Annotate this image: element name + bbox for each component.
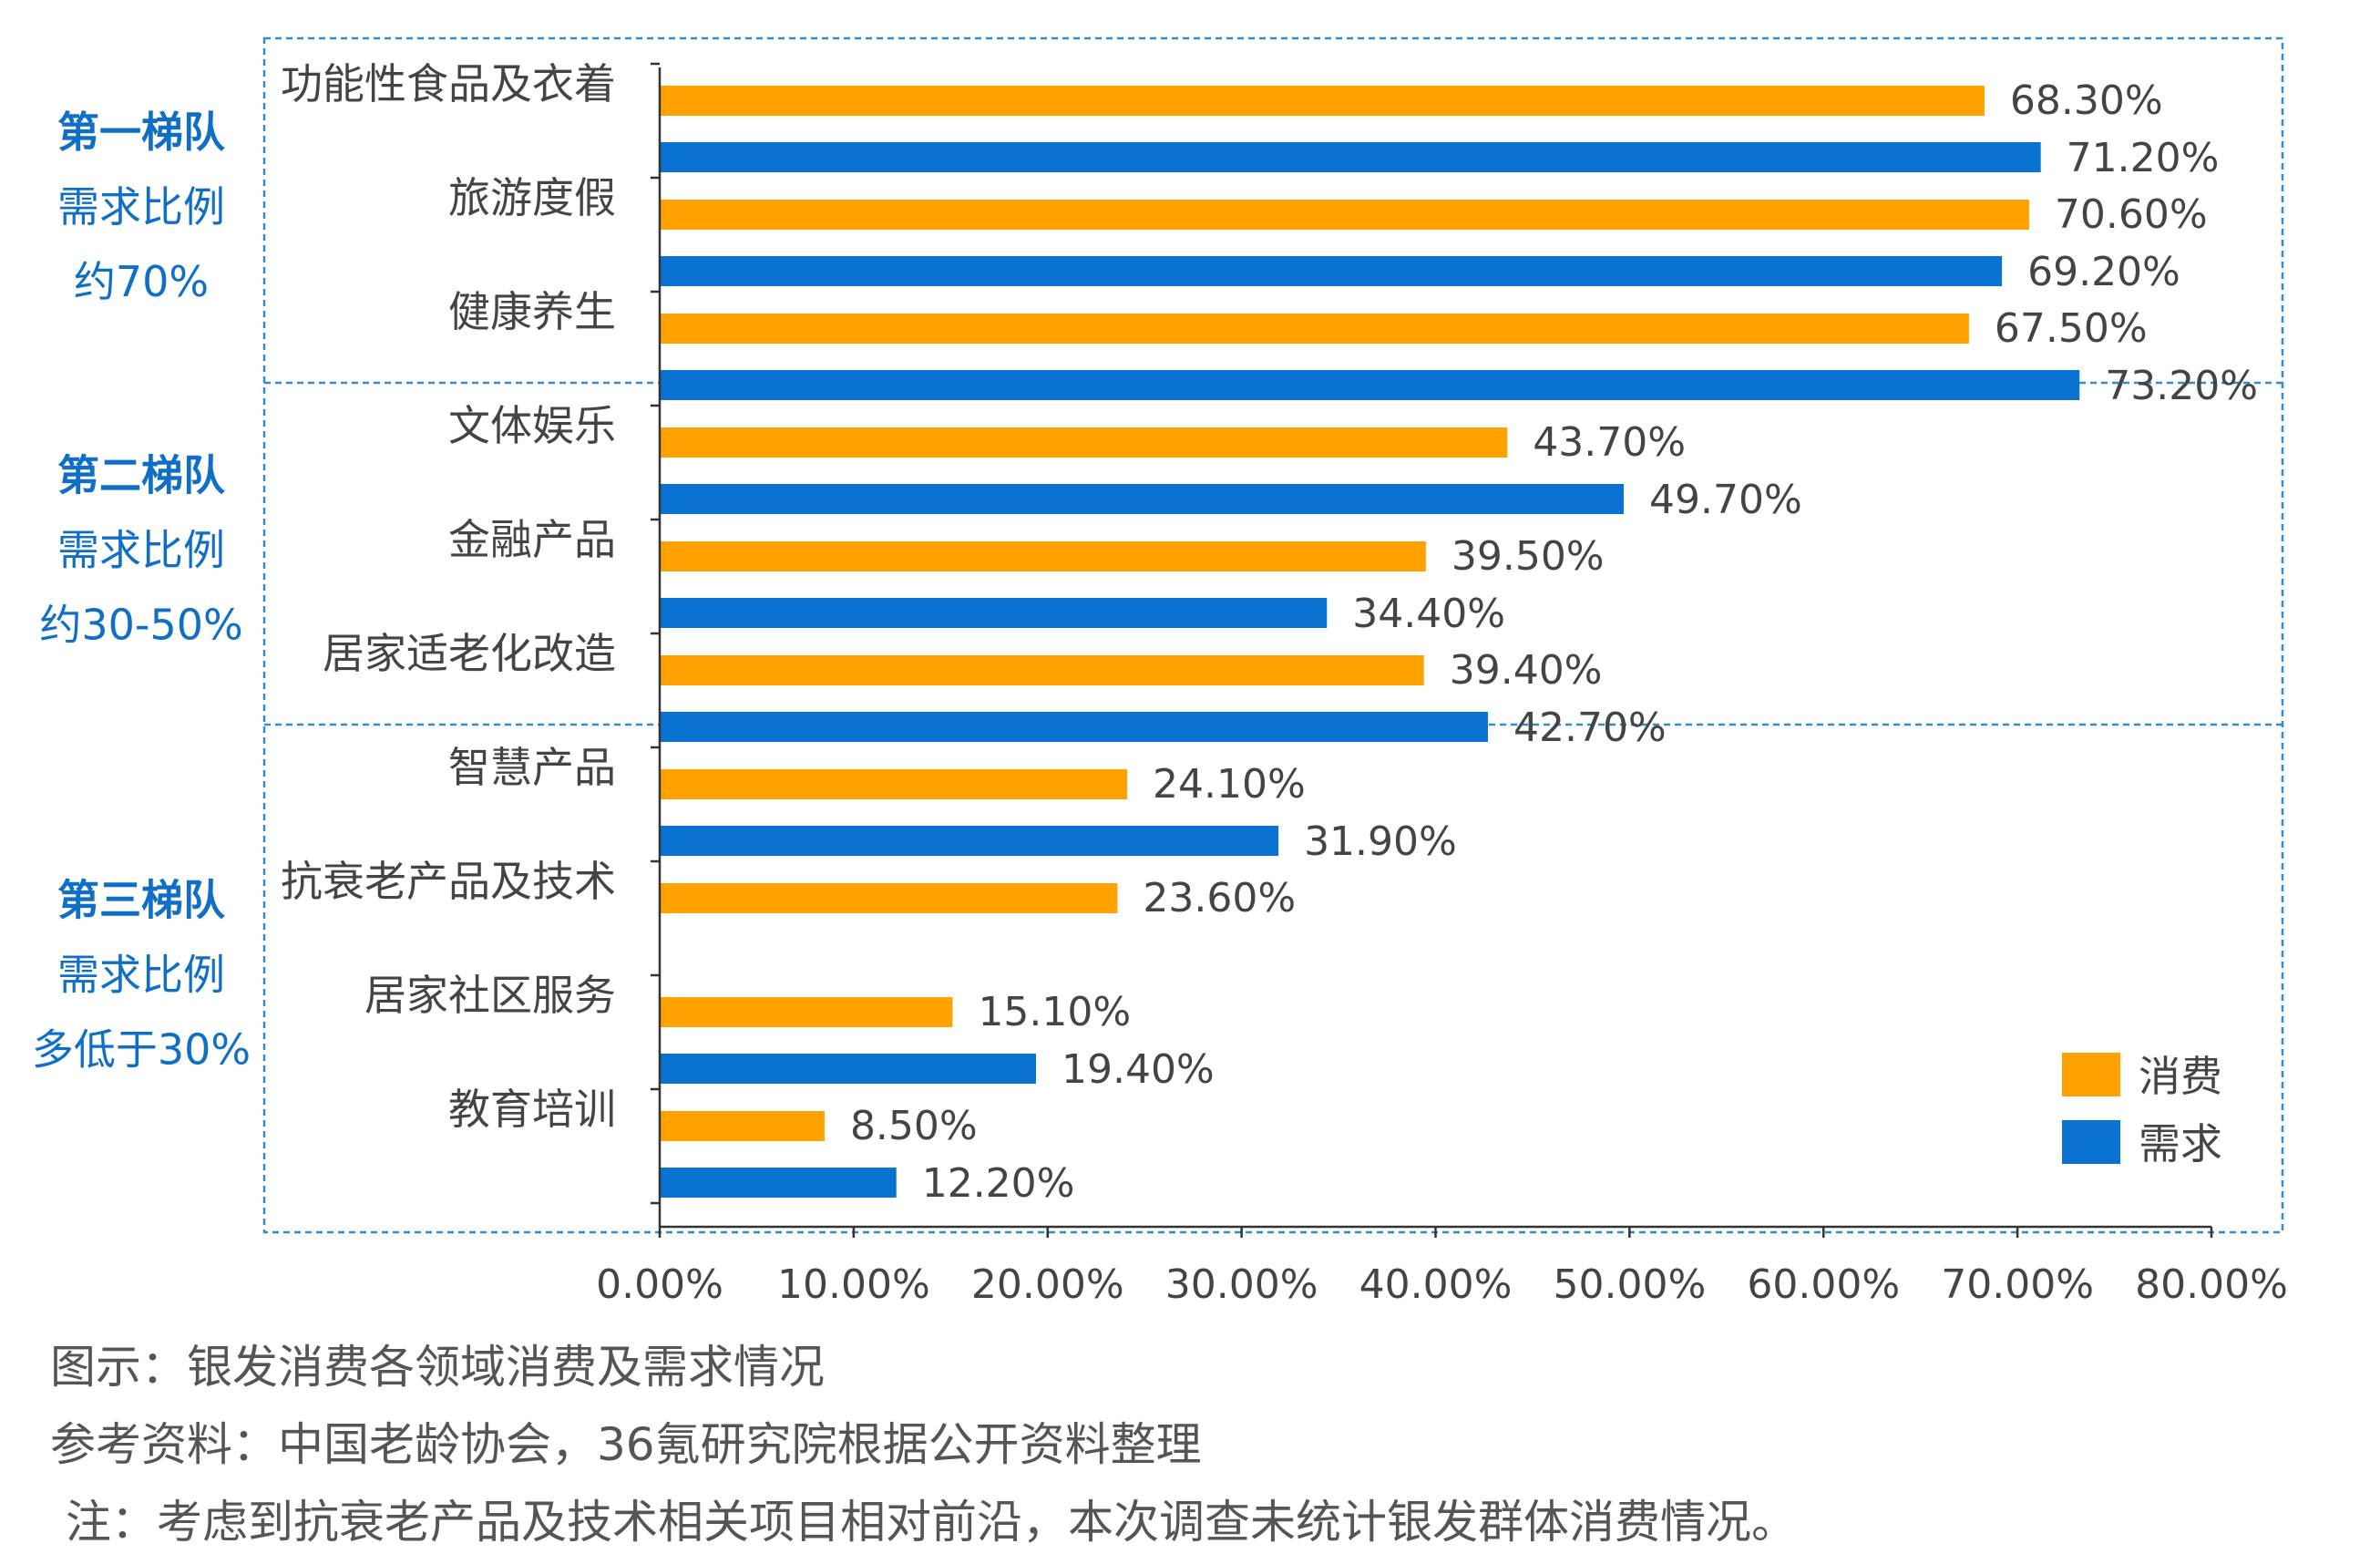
x-tick-label: 70.00%	[1941, 1261, 2094, 1308]
value-label-consumption: 39.40%	[1450, 647, 1603, 694]
x-tick-label: 30.00%	[1165, 1261, 1318, 1308]
bar-consumption	[660, 997, 953, 1027]
bar-demand	[660, 370, 2080, 400]
bar-demand	[660, 142, 2041, 172]
category-label: 金融产品	[448, 515, 616, 564]
value-label-demand: 19.40%	[1062, 1046, 1215, 1093]
bar-consumption	[660, 200, 2029, 230]
tier-ratio-value: 约30-50%	[39, 601, 242, 650]
bar-consumption	[660, 1111, 825, 1141]
bar-demand	[660, 1054, 1036, 1084]
x-tick-label: 50.00%	[1553, 1261, 1706, 1308]
x-tick-label: 80.00%	[2135, 1261, 2288, 1308]
bar-chart: 第一梯队需求比例约70%第二梯队需求比例约30-50%第三梯队需求比例多低于30…	[32, 36, 2288, 1308]
value-label-consumption: 68.30%	[2010, 77, 2163, 124]
category-label: 功能性食品及衣着	[281, 59, 616, 108]
bar-demand	[660, 712, 1488, 742]
tier-title: 第二梯队	[57, 451, 226, 500]
bar-demand	[660, 1168, 897, 1198]
legend-label-demand: 需求	[2139, 1119, 2222, 1168]
value-label-demand: 49.70%	[1649, 477, 1802, 523]
value-label-consumption: 43.70%	[1533, 419, 1686, 466]
footnote: 注：考虑到抗衰老产品及技术相关项目相对前沿，本次调查未统计银发群体消费情况。	[66, 1496, 1797, 1549]
value-label-demand: 12.20%	[922, 1160, 1075, 1207]
x-tick-label: 60.00%	[1747, 1261, 1900, 1308]
tier-ratio-label: 需求比例	[57, 526, 225, 575]
value-label-consumption: 67.50%	[1995, 305, 2148, 352]
bar-consumption	[660, 86, 1985, 116]
value-label-demand: 71.20%	[2067, 135, 2220, 181]
tier-title: 第三梯队	[57, 876, 226, 925]
value-label-consumption: 23.60%	[1143, 875, 1296, 921]
value-label-demand: 42.70%	[1513, 705, 1667, 751]
value-label-consumption: 15.10%	[978, 989, 1131, 1035]
figure-caption: 图示：银发消费各领域消费及需求情况	[50, 1341, 825, 1394]
category-label: 旅游度假	[448, 173, 616, 222]
x-tick-label: 0.00%	[596, 1261, 723, 1308]
x-tick-label: 20.00%	[971, 1261, 1124, 1308]
value-label-consumption: 24.10%	[1153, 761, 1306, 808]
bar-consumption	[660, 314, 1969, 344]
tier-ratio-label: 需求比例	[57, 951, 225, 1000]
value-label-consumption: 8.50%	[850, 1103, 978, 1149]
category-label: 文体娱乐	[448, 401, 616, 450]
value-label-consumption: 70.60%	[2055, 191, 2208, 238]
value-label-consumption: 39.50%	[1452, 533, 1605, 580]
bar-demand	[660, 484, 1624, 514]
bar-demand	[660, 256, 2003, 286]
x-tick-label: 10.00%	[777, 1261, 930, 1308]
bar-consumption	[660, 769, 1128, 799]
bar-consumption	[660, 427, 1508, 458]
category-label: 居家适老化改造	[323, 629, 616, 678]
bar-demand	[660, 598, 1328, 628]
tier-ratio-label: 需求比例	[57, 182, 225, 232]
legend-swatch-demand	[2062, 1120, 2120, 1164]
bar-consumption	[660, 883, 1118, 913]
category-label: 教育培训	[448, 1085, 616, 1134]
value-label-demand: 31.90%	[1304, 818, 1457, 865]
tier-ratio-value: 约70%	[74, 257, 209, 306]
tier-ratio-value: 多低于30%	[32, 1025, 251, 1075]
category-label: 智慧产品	[448, 743, 616, 792]
legend-swatch-consumption	[2062, 1053, 2120, 1096]
bar-consumption	[660, 655, 1424, 685]
x-tick-label: 40.00%	[1359, 1261, 1513, 1308]
tier-groups-frame	[262, 36, 2284, 1234]
source-note: 参考资料：中国老龄协会，36氪研究院根据公开资料整理	[50, 1418, 1202, 1471]
value-label-demand: 69.20%	[2027, 249, 2180, 295]
value-label-demand: 34.40%	[1352, 591, 1505, 637]
tier-title: 第一梯队	[57, 108, 226, 157]
legend-label-consumption: 消费	[2139, 1052, 2222, 1101]
category-label: 居家社区服务	[364, 971, 616, 1020]
category-label: 健康养生	[448, 287, 616, 336]
value-label-demand: 73.20%	[2105, 363, 2258, 409]
bar-consumption	[660, 541, 1426, 571]
category-label: 抗衰老产品及技术	[281, 857, 616, 906]
bar-demand	[660, 826, 1279, 856]
